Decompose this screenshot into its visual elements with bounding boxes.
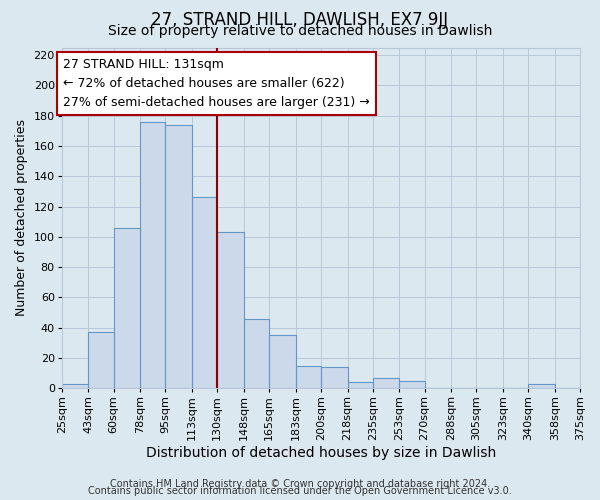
Y-axis label: Number of detached properties: Number of detached properties	[15, 120, 28, 316]
X-axis label: Distribution of detached houses by size in Dawlish: Distribution of detached houses by size …	[146, 446, 496, 460]
Text: 27 STRAND HILL: 131sqm
← 72% of detached houses are smaller (622)
27% of semi-de: 27 STRAND HILL: 131sqm ← 72% of detached…	[63, 58, 370, 109]
Text: Size of property relative to detached houses in Dawlish: Size of property relative to detached ho…	[108, 24, 492, 38]
Text: 27, STRAND HILL, DAWLISH, EX7 9JJ: 27, STRAND HILL, DAWLISH, EX7 9JJ	[151, 11, 449, 29]
Text: Contains HM Land Registry data © Crown copyright and database right 2024.: Contains HM Land Registry data © Crown c…	[110, 479, 490, 489]
Text: Contains public sector information licensed under the Open Government Licence v3: Contains public sector information licen…	[88, 486, 512, 496]
